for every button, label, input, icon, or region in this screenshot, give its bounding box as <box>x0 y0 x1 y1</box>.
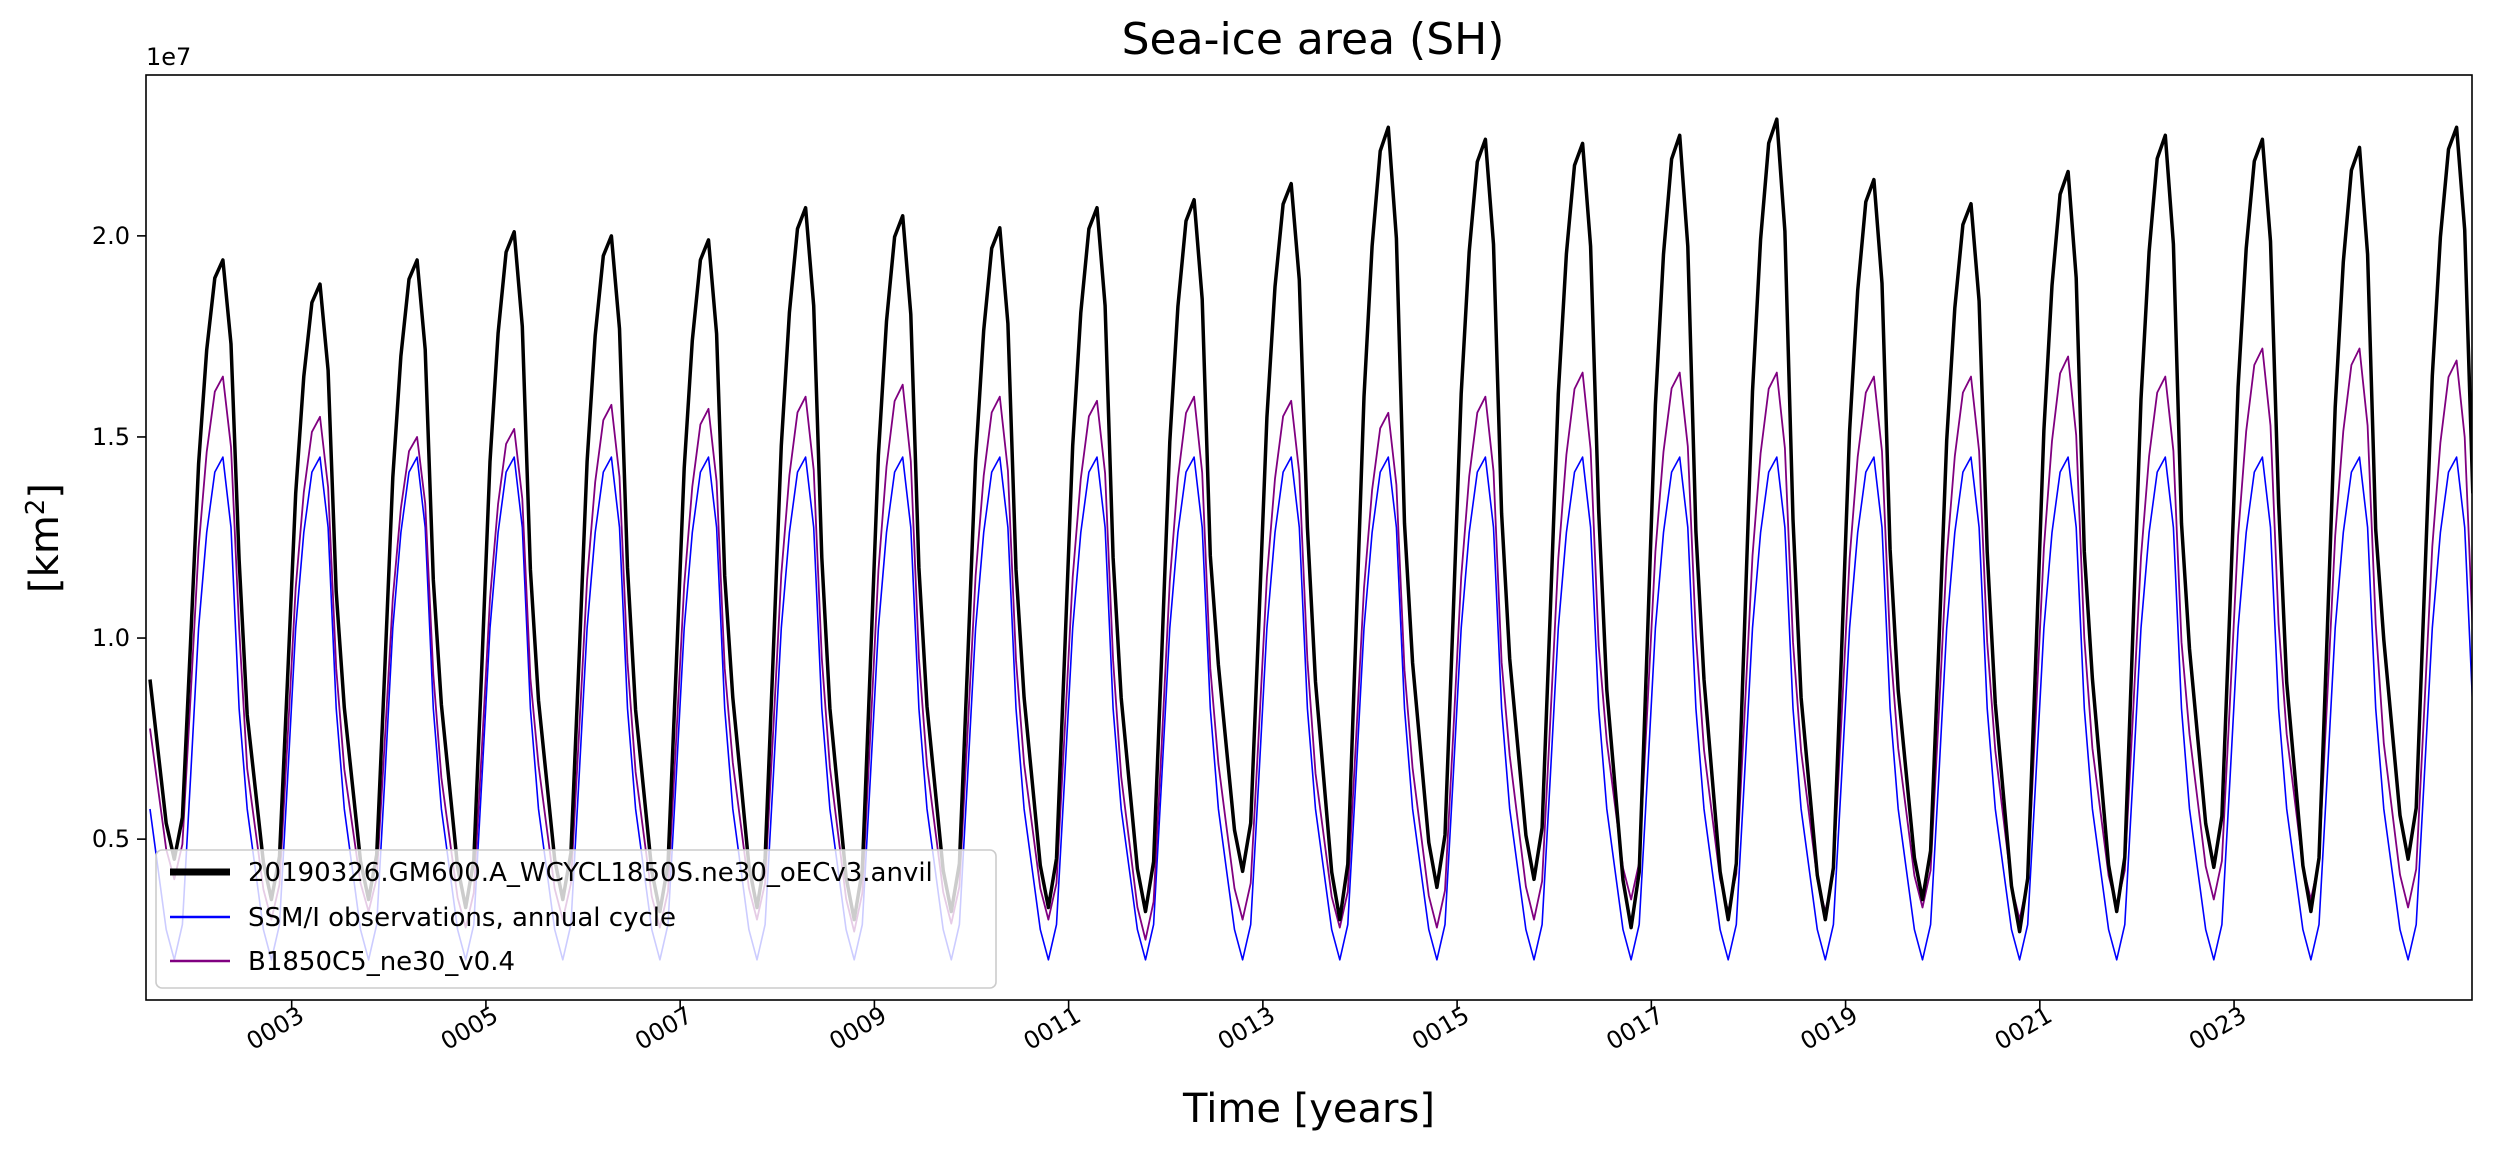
y-tick-label: 2.0 <box>92 222 130 250</box>
legend-label-b1850: B1850C5_ne30_v0.4 <box>248 947 515 977</box>
y-axis: 0.5 1.0 1.5 2.0 <box>92 222 146 853</box>
y-axis-offset-label: 1e7 <box>146 43 191 71</box>
series-lines <box>148 117 2472 961</box>
y-tick-label: 0.5 <box>92 825 130 853</box>
legend: 20190326.GM600.A_WCYCL1850S.ne30_oECv3.a… <box>155 849 997 989</box>
y-tick-label: 1.0 <box>92 624 130 652</box>
y-axis-label: [km2] <box>21 483 68 593</box>
legend-label-observations: SSM/I observations, annual cycle <box>248 903 676 933</box>
legend-label-model: 20190326.GM600.A_WCYCL1850S.ne30_oECv3.a… <box>248 858 933 888</box>
series-line-observations <box>149 456 2472 961</box>
y-tick-label: 1.5 <box>92 423 130 451</box>
x-axis-label: Time [years] <box>1182 1086 1435 1132</box>
series-line-b1850 <box>149 347 2472 941</box>
legend-box <box>155 849 997 989</box>
plot-frame <box>145 74 2473 1001</box>
chart-title: Sea-ice area (SH) <box>1122 14 1505 65</box>
series-line-model <box>148 117 2472 934</box>
